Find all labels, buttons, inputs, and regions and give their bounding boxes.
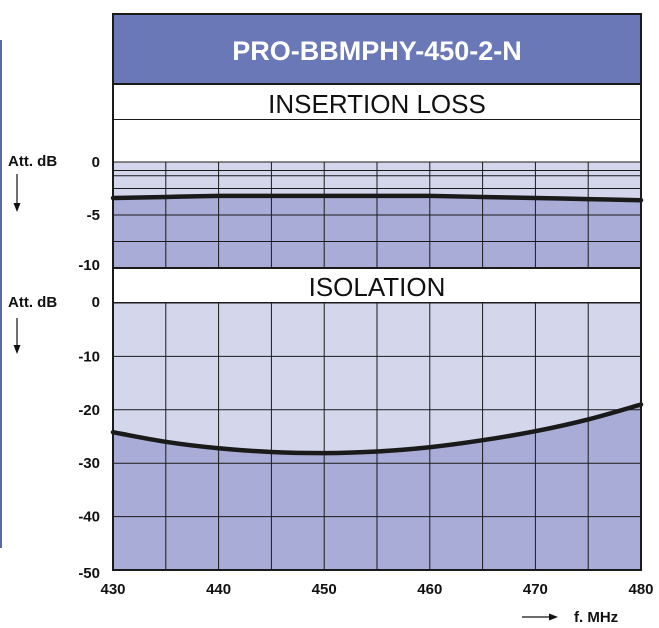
isolation-title: ISOLATION: [309, 272, 446, 302]
chart-frame: [112, 13, 642, 571]
x-tick-label: 480: [628, 581, 653, 598]
insertion-loss-header-box: [112, 83, 642, 121]
insertion-loss-y-tick-label: -10: [78, 257, 100, 274]
insertion-loss-blank-area: [113, 120, 641, 162]
x-ticks: 430 440 450 460 470 480: [100, 581, 653, 598]
x-tick-label: 430: [100, 581, 125, 598]
x-axis-arrow-icon: [522, 613, 558, 621]
isolation-y-tick-label: -40: [78, 509, 100, 526]
isolation-y-tick-label: -20: [78, 402, 100, 419]
isolation-y-tick-label: -50: [78, 565, 100, 582]
x-tick-label: 460: [417, 581, 442, 598]
insertion-loss-y-arrow-icon: [13, 174, 21, 212]
insertion-loss-y-axis-label: Att. dB: [8, 153, 57, 170]
isolation-header-box: [112, 267, 642, 304]
insertion-loss-title: INSERTION LOSS: [268, 89, 486, 119]
insertion-loss-y-tick-label: -5: [87, 207, 100, 224]
insertion-loss-y-tick-label: 0: [92, 154, 100, 171]
isolation-y-arrow-icon: [13, 318, 21, 354]
x-tick-label: 470: [523, 581, 548, 598]
x-tick-label: 440: [206, 581, 231, 598]
left-border-rule: [0, 40, 2, 548]
x-axis-label: f. MHz: [574, 609, 618, 626]
isolation-y-ticks: 0 -10 -20 -30 -40 -50: [78, 294, 100, 582]
isolation-y-axis-label: Att. dB: [8, 294, 57, 311]
insertion-loss-y-ticks: 0 -5 -10: [78, 154, 100, 274]
isolation-y-tick-label: -10: [78, 348, 100, 365]
isolation-plot: [110, 302, 644, 571]
x-tick-label: 450: [312, 581, 337, 598]
chart-title: PRO-BBMPHY-450-2-N: [232, 36, 522, 66]
isolation-y-tick-label: 0: [92, 294, 100, 311]
isolation-y-tick-label: -30: [78, 455, 100, 472]
insertion-loss-plot: [110, 161, 644, 269]
